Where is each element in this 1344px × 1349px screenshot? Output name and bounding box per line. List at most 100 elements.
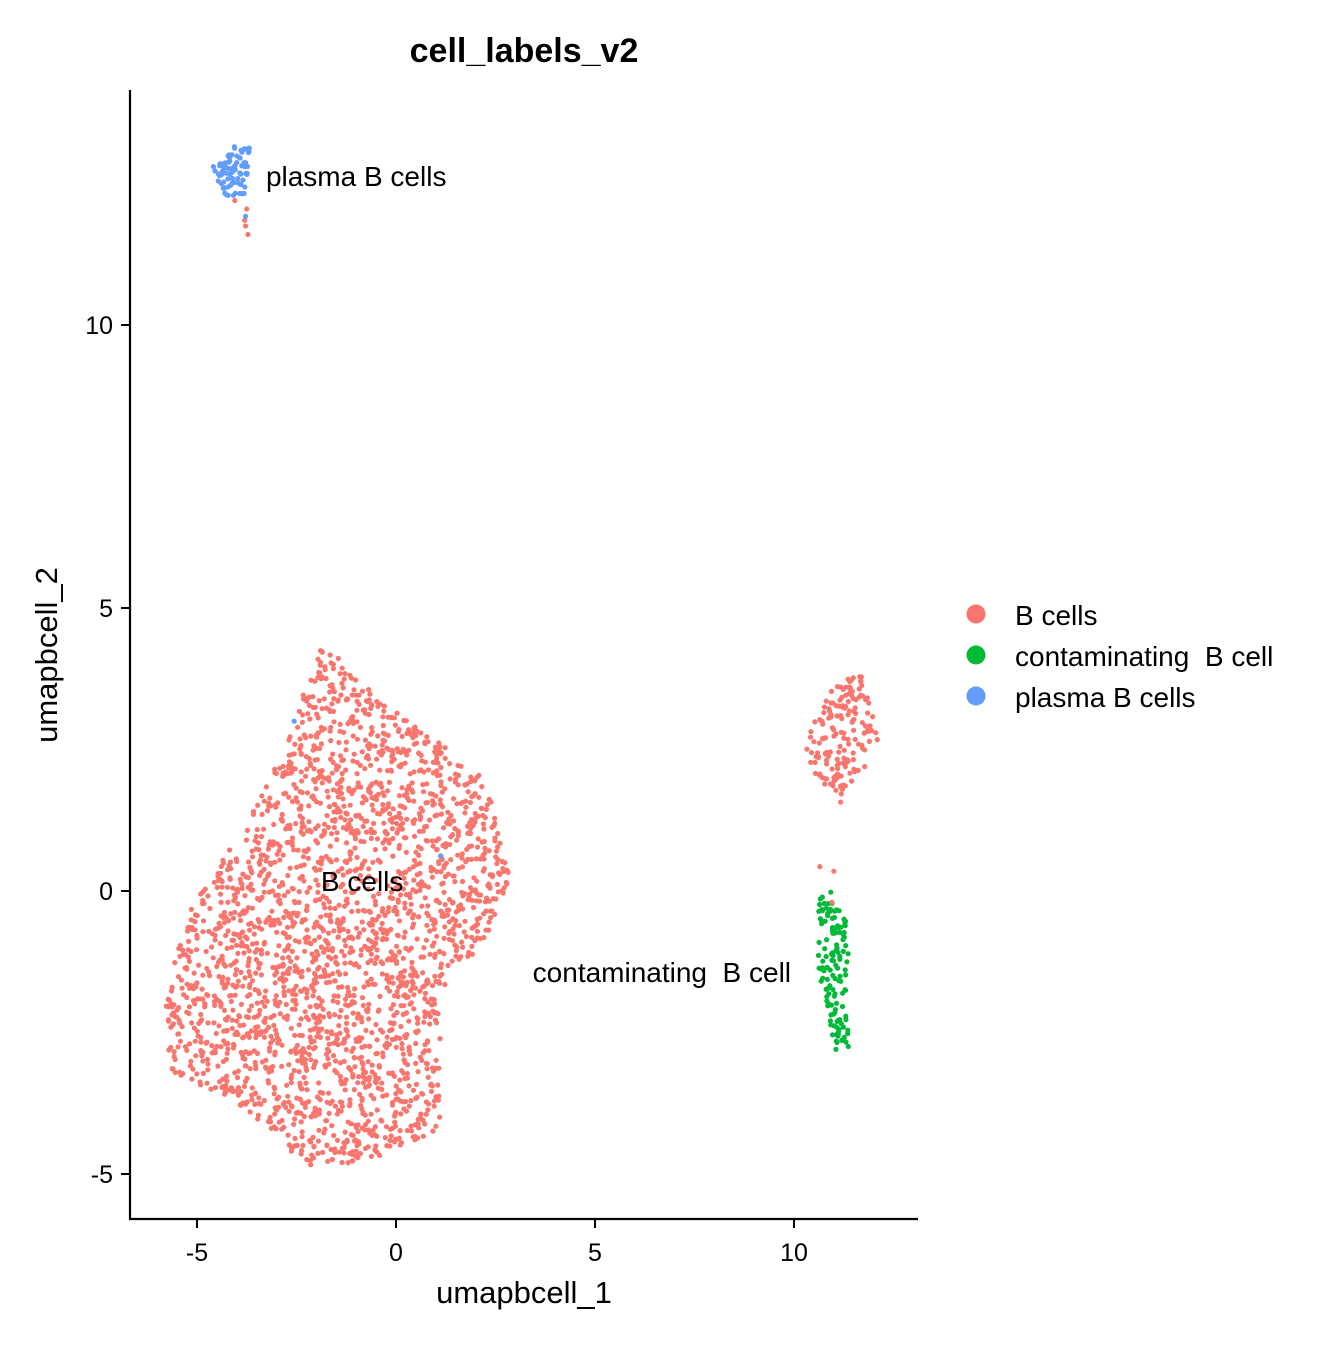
point-b-cells: [479, 784, 485, 790]
point-b-cells: [339, 665, 345, 671]
point-b-cells: [272, 892, 278, 898]
point-b-cells: [328, 1146, 334, 1152]
point-b-cells: [433, 1010, 439, 1016]
point-b-cells: [289, 769, 295, 775]
point-b-cells: [828, 688, 835, 695]
point-b-cells: [424, 922, 430, 928]
legend-swatch: [966, 604, 986, 624]
point-b-cells: [342, 960, 348, 966]
point-b-cells: [503, 879, 509, 885]
point-b-cells: [862, 723, 869, 729]
point-b-cells: [327, 689, 333, 695]
point-b-cells: [284, 934, 290, 941]
point-b-cells: [366, 1077, 372, 1083]
point-b-cells: [505, 869, 511, 876]
point-b-cells: [274, 969, 280, 975]
point-b-cells: [393, 1044, 399, 1050]
point-b-cells: [293, 992, 299, 998]
point-b-cells: [446, 816, 452, 822]
point-b-cells: [411, 857, 418, 863]
point-b-cells: [442, 745, 448, 751]
point-b-cells: [417, 988, 423, 994]
point-b-cells: [385, 883, 391, 889]
point-b-cells: [257, 1007, 263, 1013]
point-b-cells: [261, 889, 267, 895]
point-b-cells: [205, 1061, 211, 1067]
point-b-cells: [220, 1076, 226, 1082]
point-b-cells: [245, 905, 251, 911]
point-b-cells: [300, 712, 306, 718]
point-b-cells: [261, 1034, 267, 1040]
point-b-cells: [380, 1029, 386, 1035]
point-b-cells: [259, 999, 265, 1005]
point-b-cells: [807, 734, 814, 740]
point-b-cells: [381, 708, 387, 714]
point-b-cells: [481, 826, 487, 832]
point-b-cells: [306, 702, 312, 709]
point-b-cells: [826, 706, 832, 712]
point-b-cells: [222, 1016, 228, 1022]
point-b-cells: [314, 745, 320, 751]
point-b-cells: [287, 915, 294, 921]
point-b-cells: [209, 1050, 215, 1056]
point-b-cells: [187, 1063, 193, 1069]
point-b-cells: [404, 816, 410, 822]
point-contaminating-b-cell: [837, 973, 843, 979]
point-b-cells: [394, 989, 400, 995]
point-b-cells: [837, 743, 843, 750]
point-b-cells: [247, 927, 253, 933]
point-b-cells: [841, 735, 847, 741]
point-b-cells: [247, 973, 253, 979]
point-b-cells: [370, 807, 376, 813]
point-b-cells: [303, 1100, 309, 1106]
point-b-cells: [482, 850, 488, 856]
point-b-cells: [287, 865, 293, 871]
point-b-cells: [823, 757, 830, 763]
point-b-cells: [344, 1028, 350, 1034]
point-b-cells: [297, 875, 303, 881]
point-b-cells: [302, 1104, 308, 1110]
legend-swatch: [966, 645, 986, 665]
point-b-cells: [347, 802, 353, 808]
point-b-cells: [246, 921, 252, 927]
point-b-cells: [383, 936, 390, 942]
point-b-cells: [334, 1137, 341, 1143]
point-b-cells: [335, 868, 341, 874]
point-b-cells: [312, 678, 318, 684]
point-b-cells: [267, 1119, 274, 1125]
point-b-cells: [422, 990, 428, 996]
point-b-cells: [216, 1023, 222, 1029]
point-b-cells: [299, 1086, 305, 1092]
point-b-cells: [411, 992, 417, 998]
point-b-cells: [293, 821, 299, 827]
point-b-cells: [400, 974, 407, 980]
point-b-cells: [384, 1143, 390, 1149]
point-b-cells: [263, 858, 269, 864]
y-tick-label: 10: [85, 312, 113, 340]
point-b-cells: [249, 941, 256, 947]
point-b-cells: [178, 977, 185, 983]
point-contaminating-b-cell: [832, 976, 838, 982]
point-b-cells: [189, 1076, 195, 1082]
point-b-cells: [477, 915, 483, 921]
point-b-cells: [331, 824, 337, 831]
point-b-cells: [392, 1119, 398, 1125]
point-plasma-b-cells: [244, 146, 250, 152]
point-b-cells: [258, 852, 264, 858]
point-b-cells: [288, 958, 294, 965]
point-b-cells: [438, 779, 444, 785]
point-b-cells: [408, 1128, 415, 1134]
point-b-cells: [258, 972, 264, 978]
point-b-cells: [842, 705, 848, 711]
point-b-cells: [227, 847, 233, 853]
point-b-cells: [436, 740, 442, 746]
point-b-cells: [480, 868, 486, 874]
point-b-cells: [418, 879, 425, 885]
point-b-cells: [268, 1014, 274, 1021]
point-b-cells: [337, 728, 343, 734]
point-b-cells: [183, 952, 189, 958]
point-b-cells: [285, 889, 291, 895]
point-b-cells: [265, 873, 271, 879]
point-b-cells: [244, 993, 251, 999]
